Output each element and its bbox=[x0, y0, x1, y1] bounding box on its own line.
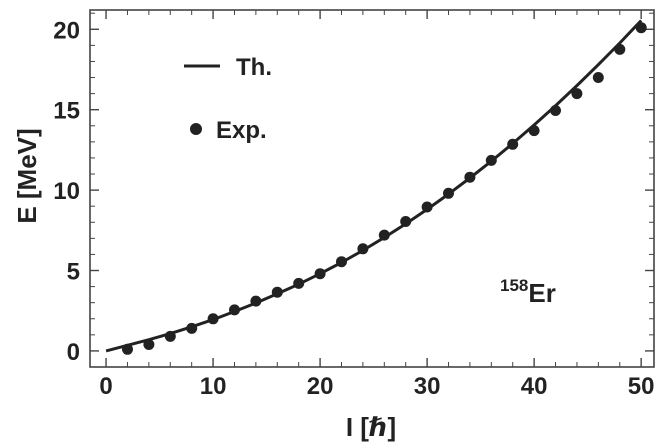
data-point-experiment bbox=[635, 22, 647, 34]
data-point-experiment bbox=[186, 322, 198, 334]
data-point-experiment bbox=[443, 187, 454, 199]
data-point-experiment bbox=[164, 330, 176, 342]
data-point-experiment bbox=[464, 171, 476, 183]
data-point-experiment bbox=[293, 277, 305, 289]
data-point-experiment bbox=[550, 105, 561, 116]
annotation-mass-number: 158 bbox=[500, 276, 528, 295]
data-point-experiment bbox=[143, 339, 155, 350]
series-line-theory bbox=[105, 19, 643, 353]
data-point-experiment bbox=[207, 313, 219, 325]
nucleus-annotation: 158Er bbox=[500, 276, 556, 308]
y-tick-label: 20 bbox=[53, 17, 80, 44]
data-point-experiment bbox=[507, 138, 519, 150]
y-axis-label: E [MeV] bbox=[12, 128, 42, 223]
y-tick-label: 15 bbox=[53, 98, 80, 125]
data-point-experiment bbox=[592, 72, 604, 83]
series-layer bbox=[105, 19, 647, 355]
x-tick-label: 10 bbox=[200, 373, 227, 400]
legend-label-theory: Th. bbox=[236, 54, 272, 81]
x-tick-label: 20 bbox=[307, 373, 334, 400]
x-axis-label: I [ℏ] bbox=[346, 412, 396, 442]
y-axis-ticks: 0 5 10 15 20 bbox=[53, 12, 654, 366]
data-point-experiment bbox=[528, 125, 540, 137]
data-point-experiment bbox=[571, 88, 583, 100]
x-tick-label: 0 bbox=[99, 373, 112, 400]
x-tick-label: 30 bbox=[414, 373, 441, 400]
data-point-experiment bbox=[485, 154, 497, 166]
annotation-element: Er bbox=[528, 278, 555, 308]
y-tick-label: 0 bbox=[67, 339, 80, 366]
x-tick-label: 50 bbox=[628, 373, 655, 400]
x-axis-ticks: 0 10 20 30 40 50 bbox=[99, 10, 655, 400]
data-point-experiment bbox=[357, 243, 369, 255]
data-point-experiment bbox=[122, 343, 133, 355]
x-tick-label: 40 bbox=[521, 373, 548, 400]
data-point-experiment bbox=[250, 295, 262, 307]
data-point-experiment bbox=[271, 286, 283, 298]
data-point-experiment bbox=[421, 201, 433, 213]
legend-label-experiment: Exp. bbox=[216, 117, 267, 144]
data-point-experiment bbox=[378, 229, 390, 241]
plot-border bbox=[89, 9, 655, 368]
data-point-experiment bbox=[400, 216, 412, 227]
legend: Th. Exp. bbox=[184, 54, 272, 144]
data-point-experiment bbox=[614, 43, 626, 55]
y-tick-label: 10 bbox=[53, 178, 80, 205]
data-point-experiment bbox=[314, 268, 326, 280]
y-tick-label: 5 bbox=[67, 259, 80, 286]
data-point-experiment bbox=[336, 256, 347, 268]
legend-dot-marker bbox=[190, 123, 202, 135]
data-point-experiment bbox=[229, 304, 240, 316]
plot-frame bbox=[89, 9, 655, 368]
